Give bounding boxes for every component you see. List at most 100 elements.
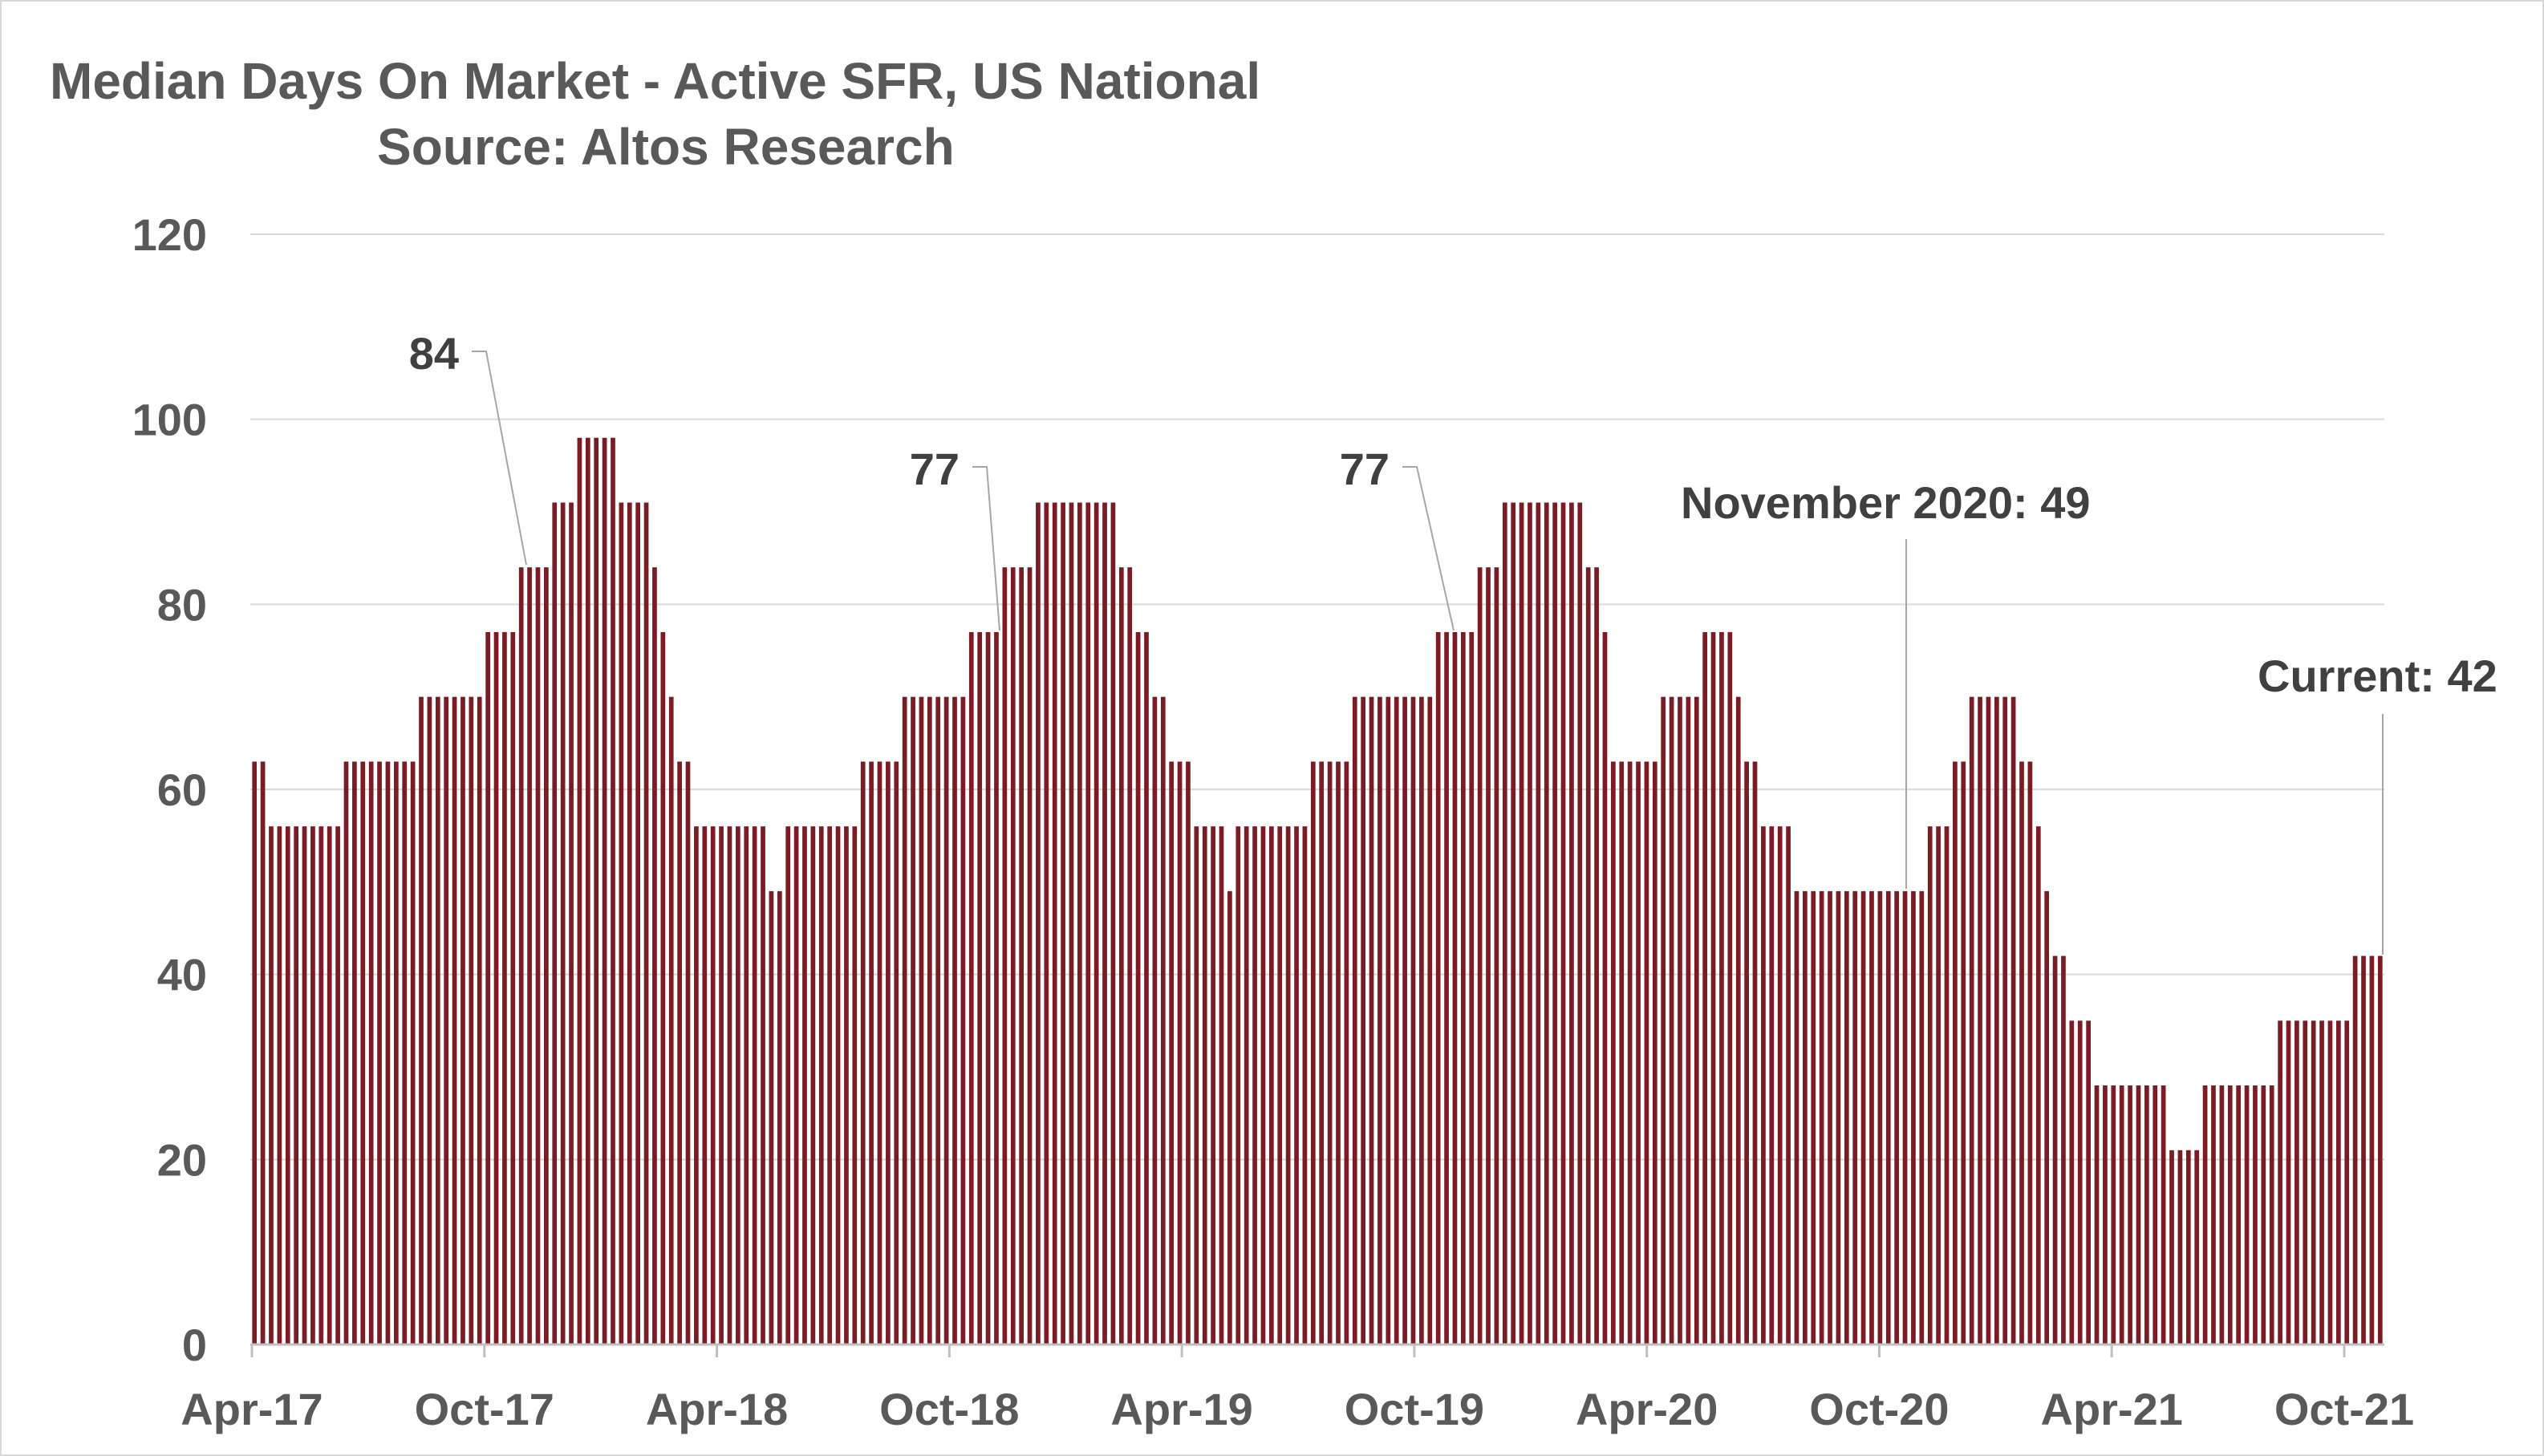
bar bbox=[1961, 761, 1966, 1344]
bar bbox=[1761, 826, 1766, 1344]
bar bbox=[477, 696, 482, 1344]
bar bbox=[294, 826, 298, 1344]
bar bbox=[1052, 502, 1057, 1344]
bar bbox=[1169, 761, 1175, 1344]
bar bbox=[1277, 826, 1283, 1344]
bar bbox=[1477, 567, 1483, 1344]
bar bbox=[310, 826, 315, 1344]
bar bbox=[1010, 567, 1016, 1344]
bar bbox=[2094, 1085, 2100, 1344]
bar bbox=[360, 761, 366, 1344]
bar bbox=[752, 826, 757, 1344]
bar bbox=[1536, 502, 1541, 1344]
bar bbox=[419, 696, 424, 1344]
bar bbox=[1735, 696, 1741, 1344]
y-tick-label: 100 bbox=[132, 395, 207, 445]
bar bbox=[2377, 955, 2383, 1344]
bar bbox=[502, 631, 507, 1344]
chart-title: Median Days On Market - Active SFR, US N… bbox=[50, 52, 1261, 110]
bar bbox=[1327, 761, 1333, 1344]
annotation-leader-line bbox=[972, 466, 1000, 631]
bar bbox=[2185, 1150, 2191, 1344]
bar bbox=[302, 826, 307, 1344]
bar bbox=[1627, 761, 1633, 1344]
y-tick-label: 80 bbox=[157, 579, 207, 630]
bar bbox=[1469, 631, 1475, 1344]
bar bbox=[393, 761, 399, 1344]
y-tick-label: 120 bbox=[132, 209, 207, 260]
bar bbox=[2061, 955, 2066, 1344]
bar bbox=[852, 826, 858, 1344]
annotation-leader-line bbox=[472, 351, 527, 566]
bar bbox=[652, 567, 657, 1344]
bar bbox=[2344, 1020, 2350, 1344]
bar bbox=[1694, 696, 1699, 1344]
bar bbox=[660, 631, 666, 1344]
bar bbox=[2335, 1020, 2341, 1344]
bar bbox=[761, 826, 765, 1344]
bar bbox=[2052, 955, 2058, 1344]
bar bbox=[668, 696, 674, 1344]
bar bbox=[327, 826, 332, 1344]
bar bbox=[1777, 826, 1783, 1344]
x-tick-label: Apr-19 bbox=[1110, 1384, 1252, 1434]
bar bbox=[1410, 696, 1416, 1344]
bar bbox=[611, 437, 615, 1344]
bar bbox=[335, 826, 340, 1344]
bar bbox=[1361, 696, 1365, 1344]
bar bbox=[1494, 567, 1499, 1344]
bar bbox=[643, 502, 649, 1344]
bar bbox=[1944, 826, 1950, 1344]
bar bbox=[894, 761, 899, 1344]
x-tick-label: Oct-19 bbox=[1345, 1384, 1484, 1434]
bar bbox=[1619, 761, 1625, 1344]
bar bbox=[844, 826, 849, 1344]
bar bbox=[2128, 1085, 2132, 1344]
bar bbox=[1528, 502, 1532, 1344]
bar bbox=[1811, 890, 1816, 1344]
bar bbox=[1069, 502, 1074, 1344]
bar bbox=[1552, 502, 1557, 1344]
annotation-leader-line bbox=[1402, 466, 1455, 631]
bar bbox=[1502, 502, 1507, 1344]
bar bbox=[427, 696, 432, 1344]
bar bbox=[252, 761, 258, 1344]
bar bbox=[560, 502, 566, 1344]
bar bbox=[1860, 890, 1866, 1344]
bar bbox=[485, 631, 490, 1344]
bar bbox=[735, 826, 740, 1344]
bar bbox=[1644, 761, 1649, 1344]
bar bbox=[1110, 502, 1116, 1344]
bar bbox=[260, 761, 266, 1344]
bar bbox=[2211, 1085, 2216, 1344]
bar bbox=[2202, 1085, 2208, 1344]
bar bbox=[1885, 890, 1891, 1344]
bar bbox=[1911, 890, 1916, 1344]
bar bbox=[1202, 826, 1207, 1344]
bar bbox=[960, 696, 966, 1344]
bar bbox=[911, 696, 915, 1344]
bar bbox=[1611, 761, 1616, 1344]
bar bbox=[1044, 502, 1049, 1344]
bar bbox=[2177, 1150, 2183, 1344]
bar bbox=[2361, 955, 2366, 1344]
y-tick-label: 60 bbox=[157, 765, 207, 815]
bar bbox=[1636, 761, 1641, 1344]
bar bbox=[1594, 567, 1599, 1344]
bar bbox=[886, 761, 891, 1344]
bar bbox=[1244, 826, 1249, 1344]
bar bbox=[1544, 502, 1549, 1344]
bar bbox=[1285, 826, 1291, 1344]
bar bbox=[2035, 826, 2041, 1344]
bar bbox=[435, 696, 440, 1344]
bar bbox=[461, 696, 465, 1344]
bar bbox=[635, 502, 641, 1344]
bar bbox=[1702, 631, 1708, 1344]
bar bbox=[1352, 696, 1357, 1344]
bar bbox=[585, 437, 590, 1344]
bar bbox=[2319, 1020, 2324, 1344]
bar bbox=[1719, 631, 1724, 1344]
bar bbox=[1002, 567, 1008, 1344]
bar bbox=[1460, 631, 1466, 1344]
